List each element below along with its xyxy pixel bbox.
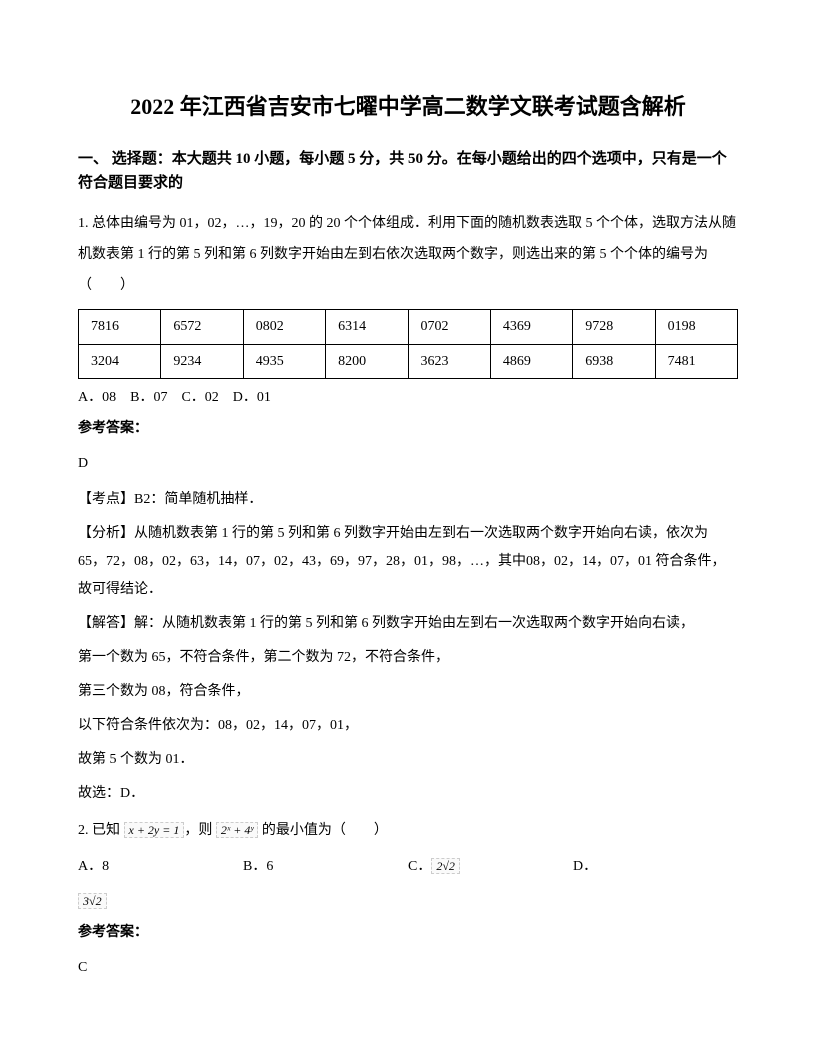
table-cell: 7481: [655, 344, 737, 378]
q1-solve: 第三个数为 08，符合条件，: [78, 678, 738, 706]
table-cell: 7816: [79, 310, 161, 344]
q1-table: 7816 6572 0802 6314 0702 4369 9728 0198 …: [78, 309, 738, 378]
table-cell: 9234: [161, 344, 243, 378]
answer-label: 参考答案：: [78, 920, 738, 945]
q2-option-a: A．8: [78, 854, 243, 879]
table-cell: 6938: [573, 344, 655, 378]
q1-solve: 故第 5 个数为 01．: [78, 746, 738, 774]
q1-options: A．08 B．07 C．02 D．01: [78, 385, 738, 410]
page-title: 2022 年江西省吉安市七曜中学高二数学文联考试题含解析: [78, 90, 738, 123]
q2-text: 2. 已知 x + 2y = 1，则 2ˣ + 4ʸ 的最小值为（ ）: [78, 818, 738, 843]
math-expr-icon: 2√2: [431, 858, 460, 874]
q1-analysis: 【分析】从随机数表第 1 行的第 5 列和第 6 列数字开始由左到右一次选取两个…: [78, 520, 738, 604]
table-cell: 3623: [408, 344, 490, 378]
table-row: 3204 9234 4935 8200 3623 4869 6938 7481: [79, 344, 738, 378]
q2-optc-prefix: C．: [408, 859, 431, 874]
section-header: 一、 选择题：本大题共 10 小题，每小题 5 分，共 50 分。在每小题给出的…: [78, 147, 738, 195]
q2-option-c: C．2√2: [408, 854, 573, 879]
q1-point: 【考点】B2：简单随机抽样．: [78, 486, 738, 514]
q2-suffix: 的最小值为（ ）: [258, 823, 388, 838]
table-cell: 4869: [490, 344, 572, 378]
q2-prefix: 2. 已知: [78, 823, 124, 838]
table-cell: 0802: [243, 310, 325, 344]
q2-mid: ，则: [184, 823, 216, 838]
table-cell: 6572: [161, 310, 243, 344]
math-expr-icon: x + 2y = 1: [124, 822, 185, 838]
table-cell: 4369: [490, 310, 572, 344]
table-cell: 3204: [79, 344, 161, 378]
table-cell: 8200: [326, 344, 408, 378]
table-row: 7816 6572 0802 6314 0702 4369 9728 0198: [79, 310, 738, 344]
q1-solve: 【解答】解：从随机数表第 1 行的第 5 列和第 6 列数字开始由左到右一次选取…: [78, 610, 738, 638]
q2-options: A．8 B．6 C．2√2 D．: [78, 854, 738, 879]
table-cell: 6314: [326, 310, 408, 344]
table-cell: 0702: [408, 310, 490, 344]
q2-answer: C: [78, 955, 738, 980]
q1-solve: 第一个数为 65，不符合条件，第二个数为 72，不符合条件，: [78, 644, 738, 672]
math-expr-icon: 3√2: [78, 893, 107, 909]
q2-option-d: D．: [573, 854, 738, 879]
table-cell: 9728: [573, 310, 655, 344]
q2-option-d-value: 3√2: [78, 889, 738, 914]
q1-answer: D: [78, 451, 738, 476]
math-expr-icon: 2ˣ + 4ʸ: [216, 822, 259, 838]
q1-text: 1. 总体由编号为 01，02，…，19，20 的 20 个个体组成．利用下面的…: [78, 209, 738, 301]
table-cell: 4935: [243, 344, 325, 378]
q1-solve: 故选：D．: [78, 780, 738, 808]
q1-solve: 以下符合条件依次为：08，02，14，07，01，: [78, 712, 738, 740]
table-cell: 0198: [655, 310, 737, 344]
answer-label: 参考答案：: [78, 416, 738, 441]
q2-option-b: B．6: [243, 854, 408, 879]
